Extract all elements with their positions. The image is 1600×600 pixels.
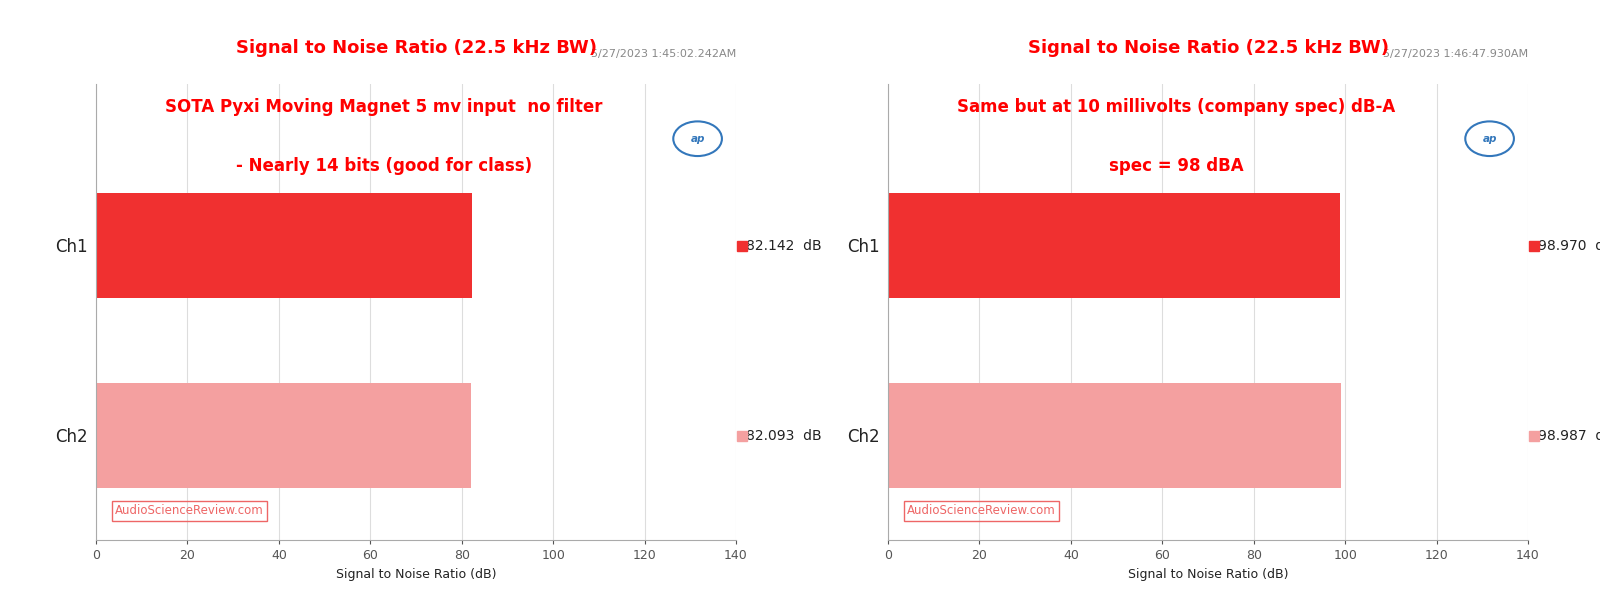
Title: Signal to Noise Ratio (22.5 kHz BW): Signal to Noise Ratio (22.5 kHz BW): [235, 40, 597, 58]
Text: 5/27/2023 1:46:47.930AM: 5/27/2023 1:46:47.930AM: [1382, 49, 1528, 59]
Text: - Nearly 14 bits (good for class): - Nearly 14 bits (good for class): [235, 157, 533, 175]
Bar: [96, 383, 472, 488]
Text: 98.987  dB: 98.987 dB: [1538, 428, 1600, 443]
Text: 5/27/2023 1:45:02.242AM: 5/27/2023 1:45:02.242AM: [590, 49, 736, 59]
Text: 82.142  dB: 82.142 dB: [746, 238, 821, 253]
X-axis label: Signal to Noise Ratio (dB): Signal to Noise Ratio (dB): [336, 568, 496, 581]
Text: spec = 98 dBA: spec = 98 dBA: [1109, 157, 1243, 175]
Text: 82.093  dB: 82.093 dB: [746, 428, 821, 443]
Text: ap: ap: [691, 134, 704, 144]
Text: AudioScienceReview.com: AudioScienceReview.com: [907, 504, 1056, 517]
Bar: [96, 193, 472, 298]
Text: Same but at 10 millivolts (company spec) dB-A: Same but at 10 millivolts (company spec)…: [957, 98, 1395, 116]
Text: ap: ap: [1483, 134, 1496, 144]
X-axis label: Signal to Noise Ratio (dB): Signal to Noise Ratio (dB): [1128, 568, 1288, 581]
Bar: [888, 383, 1341, 488]
Text: 98.970  dB: 98.970 dB: [1538, 238, 1600, 253]
Text: AudioScienceReview.com: AudioScienceReview.com: [115, 504, 264, 517]
Text: SOTA Pyxi Moving Magnet 5 mv input  no filter: SOTA Pyxi Moving Magnet 5 mv input no fi…: [165, 98, 603, 116]
Bar: [888, 193, 1341, 298]
Title: Signal to Noise Ratio (22.5 kHz BW): Signal to Noise Ratio (22.5 kHz BW): [1027, 40, 1389, 58]
